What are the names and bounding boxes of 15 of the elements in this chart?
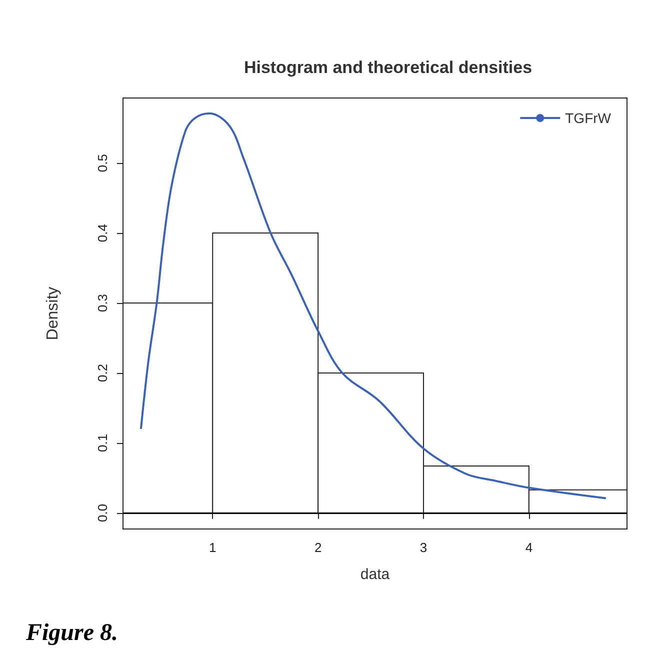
x-tick-label: 2 (314, 540, 322, 555)
y-tick-label: 0.5 (95, 154, 110, 172)
legend-label: TGFrW (565, 110, 612, 126)
x-tick-label: 3 (420, 540, 428, 555)
x-tick-label: 1 (209, 540, 216, 555)
x-axis-title: data (360, 566, 390, 583)
x-tick-label: 4 (525, 540, 533, 555)
caption: Figure 8. (26, 620, 118, 647)
y-tick-label: 0.1 (95, 434, 110, 452)
y-tick-label: 0.2 (95, 364, 110, 382)
chart-title: Histogram and theoretical densities (244, 58, 532, 77)
y-tick-label: 0.0 (95, 504, 110, 522)
y-axis-title: Density (44, 286, 62, 340)
y-tick-label: 0.3 (95, 294, 110, 312)
y-tick-label: 0.4 (95, 224, 110, 242)
